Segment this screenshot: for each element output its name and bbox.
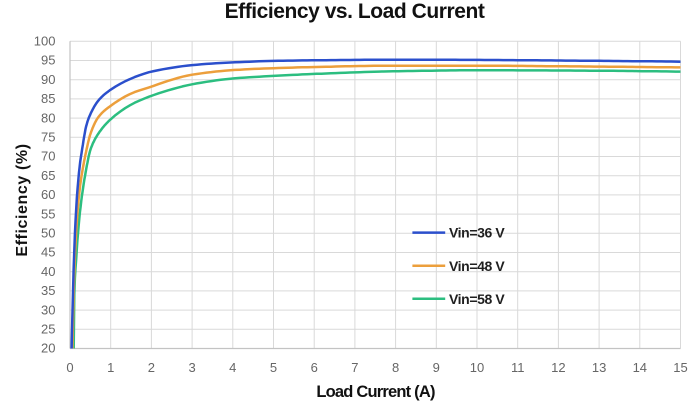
svg-text:4: 4	[229, 360, 236, 375]
svg-text:14: 14	[633, 360, 647, 375]
svg-text:10: 10	[470, 360, 484, 375]
svg-text:70: 70	[41, 149, 55, 164]
svg-text:65: 65	[41, 168, 55, 183]
svg-text:0: 0	[66, 360, 73, 375]
svg-text:45: 45	[41, 245, 55, 260]
svg-text:60: 60	[41, 187, 55, 202]
svg-text:Vin=36 V: Vin=36 V	[449, 225, 505, 241]
svg-text:5: 5	[270, 360, 277, 375]
svg-text:30: 30	[41, 302, 55, 317]
svg-text:20: 20	[41, 341, 55, 356]
svg-text:25: 25	[41, 322, 55, 337]
svg-text:90: 90	[41, 72, 55, 87]
svg-text:55: 55	[41, 206, 55, 221]
svg-text:2: 2	[148, 360, 155, 375]
svg-text:8: 8	[392, 360, 399, 375]
svg-text:95: 95	[41, 53, 55, 68]
svg-text:40: 40	[41, 264, 55, 279]
svg-text:Efficiency (%): Efficiency (%)	[14, 143, 31, 256]
svg-text:3: 3	[188, 360, 195, 375]
svg-text:35: 35	[41, 283, 55, 298]
svg-text:80: 80	[41, 110, 55, 125]
svg-text:1: 1	[107, 360, 114, 375]
svg-text:11: 11	[511, 360, 525, 375]
svg-text:50: 50	[41, 226, 55, 241]
svg-text:Load Current (A): Load Current (A)	[316, 383, 435, 401]
svg-text:9: 9	[433, 360, 440, 375]
svg-text:Vin=58 V: Vin=58 V	[449, 291, 505, 307]
svg-text:100: 100	[34, 34, 56, 49]
svg-text:12: 12	[551, 360, 565, 375]
svg-text:7: 7	[351, 360, 358, 375]
svg-text:15: 15	[673, 360, 687, 375]
svg-text:Efficiency vs. Load Current: Efficiency vs. Load Current	[225, 0, 485, 23]
svg-text:6: 6	[311, 360, 318, 375]
svg-text:13: 13	[592, 360, 606, 375]
svg-text:85: 85	[41, 91, 55, 106]
svg-text:Vin=48 V: Vin=48 V	[449, 258, 505, 274]
svg-text:75: 75	[41, 130, 55, 145]
